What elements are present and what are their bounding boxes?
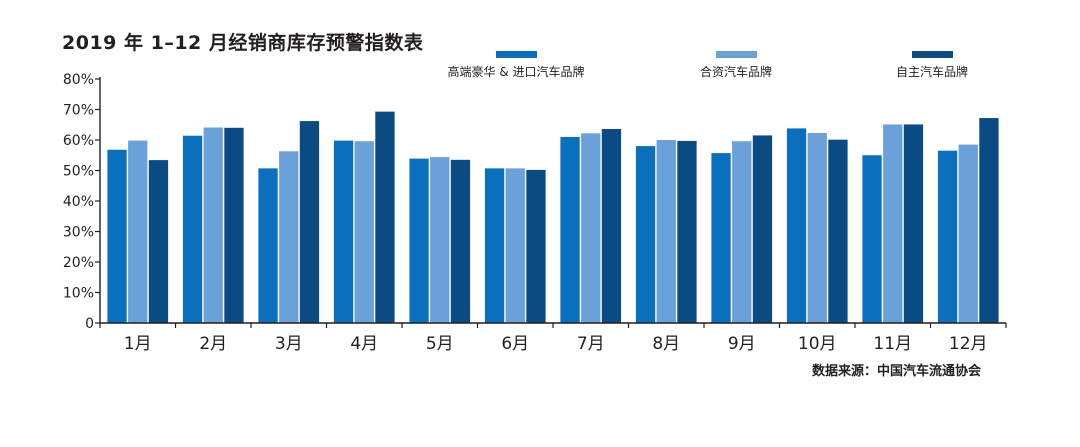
bar-2-3月 <box>279 151 299 323</box>
bar-2-10月 <box>807 132 827 323</box>
bar-1-7月 <box>560 136 580 323</box>
x-tick-label: 9月 <box>728 334 756 354</box>
bar-1-6月 <box>484 168 505 323</box>
bar-group <box>107 111 999 323</box>
bar-3-6月 <box>526 169 546 323</box>
x-tick-label: 4月 <box>350 334 378 354</box>
bar-1-1月 <box>107 149 127 323</box>
bar-2-8月 <box>656 140 676 323</box>
y-tick-label: 20% <box>63 255 94 271</box>
y-tick-label: 0 <box>85 316 94 332</box>
bar-1-11月 <box>862 155 882 323</box>
x-tick-label: 5月 <box>426 334 454 354</box>
y-tick-label: 60% <box>63 133 94 149</box>
bar-1-2月 <box>182 135 203 323</box>
y-tick-label: 50% <box>63 164 94 180</box>
x-tick-label: 1月 <box>124 334 152 354</box>
x-tick-label: 10月 <box>798 334 837 354</box>
legend-swatch-2 <box>716 51 757 58</box>
bar-1-4月 <box>333 140 354 323</box>
x-tick-label: 6月 <box>501 334 529 354</box>
bar-2-7月 <box>581 133 601 323</box>
bar-1-12月 <box>937 150 958 323</box>
bar-3-8月 <box>677 140 697 323</box>
bar-3-12月 <box>979 118 999 323</box>
bar-2-1月 <box>128 140 148 323</box>
x-tick-label: 3月 <box>275 334 303 354</box>
x-tick-label: 7月 <box>577 334 605 354</box>
bar-2-2月 <box>203 127 223 323</box>
y-axis: 0 10% 20% 30% 40% 50% 60% 70% 80% <box>63 72 101 332</box>
bar-3-9月 <box>752 135 773 323</box>
legend-label-3: 自主汽车品牌 <box>896 64 968 79</box>
y-tick-label: 30% <box>63 225 94 241</box>
bar-3-3月 <box>299 121 320 323</box>
x-tick-label: 12月 <box>949 334 988 354</box>
source-note: 数据来源：中国汽车流通协会 <box>812 364 982 379</box>
y-tick-label: 70% <box>63 103 94 119</box>
bar-2-12月 <box>958 144 978 323</box>
bar-1-8月 <box>635 146 656 323</box>
legend: 高端豪华 & 进口汽车品牌 合资汽车品牌 自主汽车品牌 <box>448 51 968 79</box>
y-tick-label: 80% <box>63 72 94 88</box>
bar-2-5月 <box>430 157 450 323</box>
bar-2-11月 <box>883 124 903 323</box>
bar-2-4月 <box>354 141 374 323</box>
bar-1-5月 <box>409 158 429 323</box>
bar-1-10月 <box>786 128 807 323</box>
bar-3-10月 <box>828 139 848 323</box>
x-tick-label: 11月 <box>873 334 912 354</box>
bar-2-9月 <box>732 141 752 323</box>
x-tick-label: 8月 <box>652 334 680 354</box>
bar-3-5月 <box>450 159 471 323</box>
legend-swatch-1 <box>496 51 537 58</box>
x-axis: 1月 2月 3月 4月 5月 6月 7月 8月 9月 10月 11月 12月 <box>99 322 1007 354</box>
bar-3-2月 <box>224 127 244 323</box>
bar-1-3月 <box>258 168 278 323</box>
bar-1-9月 <box>711 153 731 323</box>
legend-label-2: 合资汽车品牌 <box>700 64 772 79</box>
legend-label-1: 高端豪华 & 进口汽车品牌 <box>448 64 585 79</box>
bar-2-6月 <box>505 168 525 323</box>
legend-swatch-3 <box>912 51 953 58</box>
y-tick-label: 40% <box>63 194 94 210</box>
bar-3-1月 <box>148 160 169 323</box>
bar-3-7月 <box>601 129 622 323</box>
x-tick-label: 2月 <box>199 334 227 354</box>
bar-3-11月 <box>903 124 924 323</box>
y-tick-label: 10% <box>63 286 94 302</box>
bar-3-4月 <box>375 111 395 323</box>
chart-title: 2019 年 1–12 月经销商库存预警指数表 <box>62 32 424 54</box>
